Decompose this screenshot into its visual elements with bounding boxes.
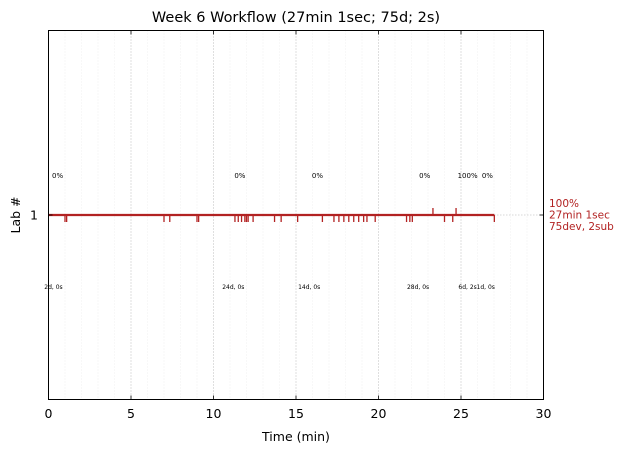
top-annotation: 0% [482, 172, 493, 180]
bottom-annotation: 28d, 0s [407, 284, 429, 291]
x-tick-label: 0 [45, 406, 53, 421]
x-tick-label: 15 [288, 406, 304, 421]
right-annotation-line: 100% [549, 198, 579, 210]
right-annotation-line: 75dev, 2sub [549, 221, 614, 233]
bottom-annotation: 2d, 0s [44, 284, 62, 291]
x-tick-label: 20 [371, 406, 387, 421]
top-annotation: 0% [52, 172, 63, 180]
bottom-annotation: 14d, 0s [298, 284, 320, 291]
x-tick-label: 30 [536, 406, 552, 421]
x-tick-label: 25 [453, 406, 469, 421]
top-annotation: 0% [312, 172, 323, 180]
x-axis-label: Time (min) [261, 429, 330, 444]
y-tick-label: 1 [30, 208, 38, 223]
axes: 0 5 10 15 20 25 30 1 [30, 30, 552, 421]
bottom-annotation: 24d, 0s [222, 284, 244, 291]
data-layer [48, 208, 544, 222]
top-annotation: 0% [234, 172, 245, 180]
top-annotation: 100% [458, 172, 478, 180]
chart-title: Week 6 Workflow (27min 1sec; 75d; 2s) [152, 10, 440, 26]
top-annotation: 0% [419, 172, 430, 180]
bottom-annotation: 1d, 0s [477, 284, 495, 291]
annotations: 0% 0% 0% 0% 100% 0% 2d, 0s 24d, 0s 14d, 0s 28d, 0… [44, 172, 614, 291]
x-tick-label: 5 [127, 406, 135, 421]
x-tick-label: 10 [206, 406, 222, 421]
y-axis-label: Lab # [8, 196, 23, 233]
right-annotation-line: 27min 1sec [549, 210, 610, 222]
bottom-annotation: 6d, 2s [458, 284, 476, 291]
